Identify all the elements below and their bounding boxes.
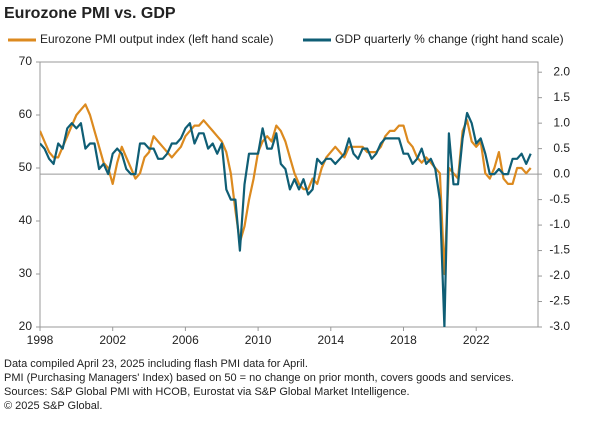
legend-label: GDP quarterly % change (right hand scale…: [335, 32, 564, 46]
y-tick-label: 20: [19, 319, 33, 333]
y-tick-label: 30: [19, 266, 33, 280]
y2-tick-label: 0.5: [553, 141, 570, 155]
x-tick-label: 2022: [463, 333, 490, 347]
y-tick-label: 40: [19, 213, 33, 227]
chart-title: Eurozone PMI vs. GDP: [4, 5, 176, 22]
x-tick-label: 2014: [317, 333, 344, 347]
y2-tick-label: -1.0: [549, 217, 570, 231]
plot-frame: [39, 61, 539, 328]
x-tick-label: 2006: [172, 333, 199, 347]
y2-tick-label: -2.0: [549, 268, 570, 282]
y2-tick-label: -3.0: [549, 319, 570, 333]
x-tick-label: 2018: [390, 333, 417, 347]
y-tick-label: 50: [19, 160, 33, 174]
x-tick-label: 1998: [27, 333, 54, 347]
y2-tick-label: 2.0: [553, 64, 570, 78]
y2-tick-label: 0.0: [553, 166, 570, 180]
series-line: [40, 111, 532, 327]
x-tick-label: 2002: [99, 333, 126, 347]
y2-tick-label: -0.5: [549, 192, 570, 206]
footnote: © 2025 S&P Global.: [4, 400, 102, 412]
x-tick-label: 2010: [245, 333, 272, 347]
y2-tick-label: 1.0: [553, 115, 570, 129]
series-line: [40, 103, 532, 276]
footnote: PMI (Purchasing Managers' Index) based o…: [4, 372, 514, 384]
y2-tick-label: 1.5: [553, 90, 570, 104]
y2-tick-label: -2.5: [549, 294, 570, 308]
legend-label: Eurozone PMI output index (left hand sca…: [40, 32, 273, 46]
footnote: Data compiled April 23, 2025 including f…: [4, 358, 308, 370]
y-tick-label: 60: [19, 107, 33, 121]
y-tick-label: 70: [19, 54, 33, 68]
footnote: Sources: S&P Global PMI with HCOB, Euros…: [4, 386, 410, 398]
y2-tick-label: -1.5: [549, 243, 570, 257]
